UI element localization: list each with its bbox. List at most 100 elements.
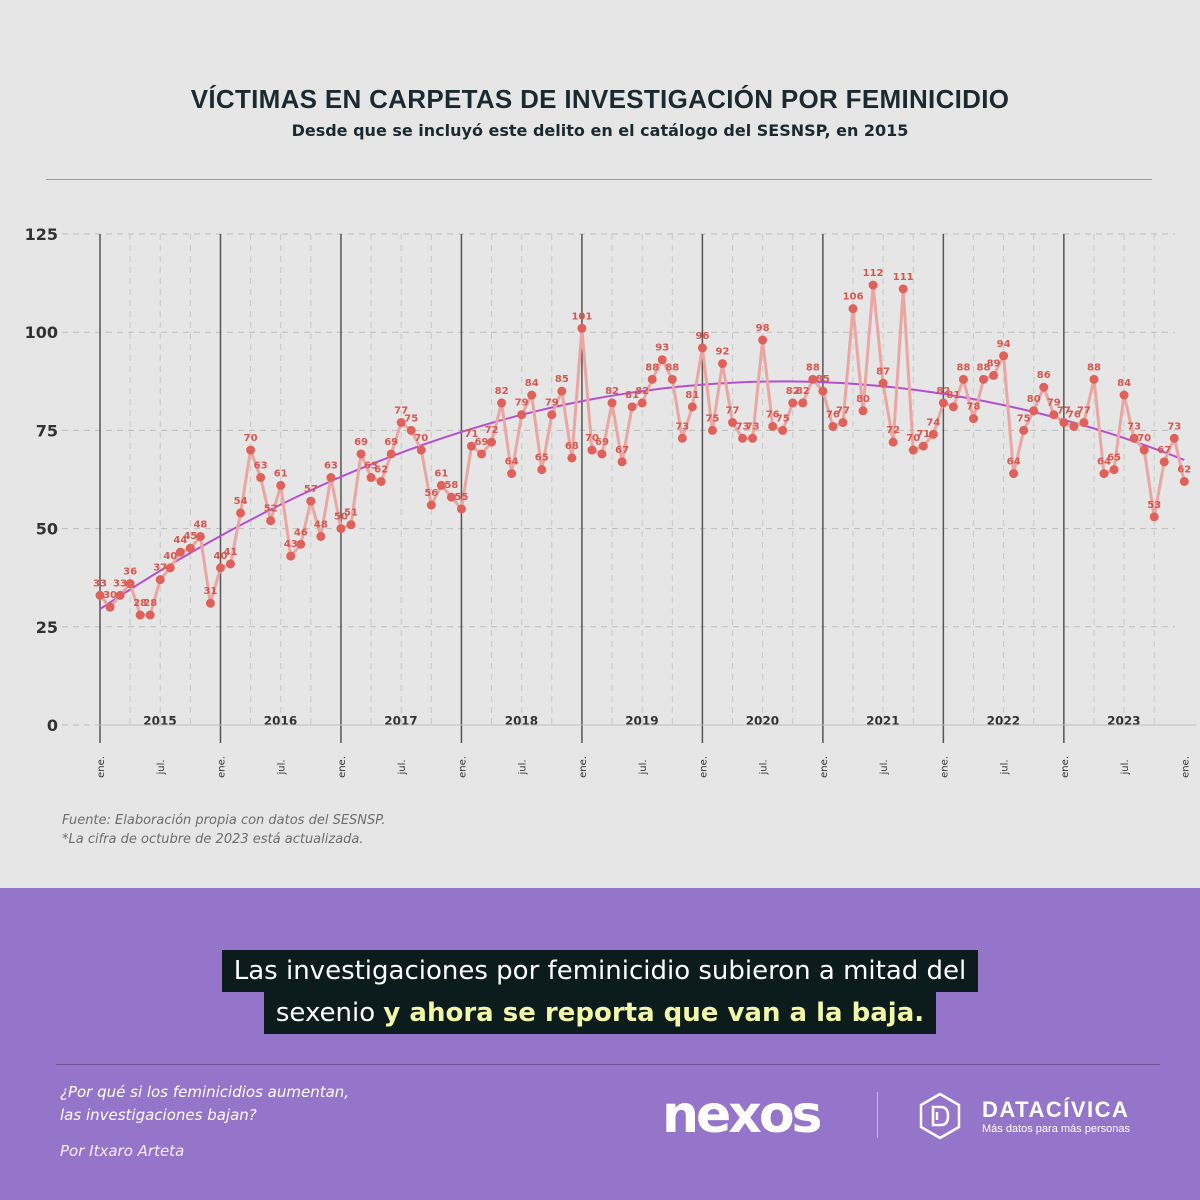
data-label: 72 xyxy=(485,425,499,436)
data-point xyxy=(728,418,738,428)
data-label: 77 xyxy=(726,406,740,417)
data-label: 76 xyxy=(1067,409,1081,420)
data-label: 88 xyxy=(1087,362,1101,373)
month-tick-label: jul. xyxy=(397,759,408,775)
data-label: 48 xyxy=(193,519,207,530)
data-label: 75 xyxy=(1017,413,1031,424)
data-point xyxy=(406,425,416,435)
data-label: 63 xyxy=(364,461,378,472)
datacivica-logo-icon xyxy=(919,1092,961,1140)
data-point xyxy=(226,559,236,569)
chart-subtitle: Desde que se incluyó este delito en el c… xyxy=(291,121,909,140)
data-point xyxy=(888,437,898,447)
data-point xyxy=(1049,410,1059,420)
data-label: 48 xyxy=(314,519,328,530)
data-point xyxy=(1069,421,1079,431)
data-label: 87 xyxy=(876,366,890,377)
data-point xyxy=(808,374,818,384)
data-point xyxy=(517,410,527,420)
data-label: 72 xyxy=(886,425,900,436)
source-line: Fuente: Elaboración propia con datos del… xyxy=(62,813,386,828)
headline-plain: sexenio xyxy=(275,998,376,1028)
data-label: 80 xyxy=(856,394,870,405)
data-label: 78 xyxy=(967,402,981,413)
data-label: 74 xyxy=(926,417,940,428)
data-label: 64 xyxy=(1097,457,1111,468)
data-label: 43 xyxy=(284,539,298,550)
data-label: 77 xyxy=(394,406,408,417)
footer-divider xyxy=(56,1064,1160,1065)
data-label: 77 xyxy=(1077,406,1091,417)
data-label: 88 xyxy=(645,362,659,373)
data-label: 52 xyxy=(264,504,278,515)
data-point xyxy=(928,429,938,439)
year-label: 2022 xyxy=(987,714,1020,728)
year-label: 2018 xyxy=(505,714,538,728)
data-label: 44 xyxy=(173,535,187,546)
data-point xyxy=(537,465,547,475)
month-tick-label: jul. xyxy=(759,759,770,775)
data-point xyxy=(1109,465,1119,475)
data-point xyxy=(587,445,597,455)
trend-curve xyxy=(99,380,1185,610)
data-point xyxy=(416,445,426,455)
data-point xyxy=(1139,445,1149,455)
data-point xyxy=(878,378,888,388)
data-label: 79 xyxy=(545,398,559,409)
month-tick-label: jul. xyxy=(879,759,890,775)
data-point xyxy=(125,579,135,589)
data-point xyxy=(346,520,356,530)
month-tick-label: ene. xyxy=(1060,756,1071,778)
datacivica-name: DATACÍVICA xyxy=(982,1097,1130,1122)
data-label: 77 xyxy=(836,406,850,417)
data-point xyxy=(758,335,768,345)
data-label: 112 xyxy=(863,268,884,279)
data-label: 88 xyxy=(806,362,820,373)
data-label: 65 xyxy=(535,453,549,464)
data-label: 63 xyxy=(254,461,268,472)
data-point xyxy=(386,449,396,459)
data-label: 57 xyxy=(304,484,318,495)
question-line-2: las investigaciones bajan? xyxy=(60,1106,257,1124)
data-label: 65 xyxy=(1107,453,1121,464)
data-label: 111 xyxy=(893,272,914,283)
data-point xyxy=(135,610,145,620)
data-point xyxy=(276,480,286,490)
data-label: 46 xyxy=(294,527,308,538)
data-point xyxy=(256,473,266,483)
data-label: 88 xyxy=(956,362,970,373)
data-label: 70 xyxy=(906,433,920,444)
year-label: 2023 xyxy=(1107,714,1140,728)
month-tick-label: ene. xyxy=(337,756,348,778)
data-point xyxy=(205,598,215,608)
data-point xyxy=(115,590,125,600)
data-label: 45 xyxy=(183,531,197,542)
data-label: 28 xyxy=(143,598,157,609)
data-label: 68 xyxy=(565,441,579,452)
data-label: 67 xyxy=(1157,445,1171,456)
data-point xyxy=(748,433,758,443)
y-tick-label: 125 xyxy=(25,225,58,244)
data-point xyxy=(1149,512,1159,522)
data-point xyxy=(1129,433,1139,443)
data-point xyxy=(236,508,246,518)
data-label: 88 xyxy=(977,362,991,373)
data-point xyxy=(306,496,316,506)
headline-highlight: y ahora se reporta que van a la baja. xyxy=(383,998,925,1028)
data-point xyxy=(356,449,366,459)
data-point xyxy=(838,418,848,428)
data-label: 70 xyxy=(1137,433,1151,444)
chart-title: VÍCTIMAS EN CARPETAS DE INVESTIGACIÓN PO… xyxy=(190,84,1010,114)
data-point xyxy=(215,563,225,573)
data-label: 64 xyxy=(505,457,519,468)
data-label: 69 xyxy=(384,437,398,448)
data-point xyxy=(788,398,798,408)
data-point xyxy=(637,398,647,408)
data-label: 37 xyxy=(153,563,167,574)
data-label: 88 xyxy=(665,362,679,373)
data-point xyxy=(858,406,868,416)
data-label: 50 xyxy=(334,512,348,523)
data-point xyxy=(326,473,336,483)
data-label: 31 xyxy=(203,586,217,597)
data-point xyxy=(557,386,567,396)
